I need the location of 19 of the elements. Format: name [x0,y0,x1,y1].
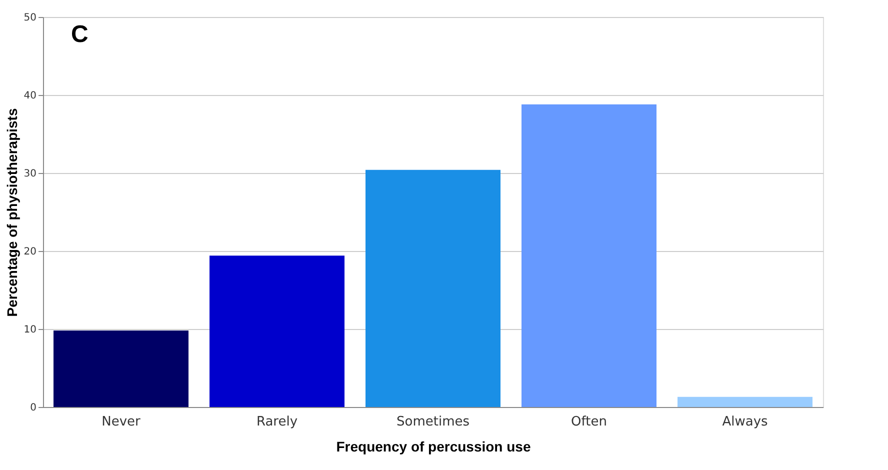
y-tick-label: 40 [24,90,36,102]
bar [678,396,812,407]
y-tick-label: 20 [24,246,36,258]
bar [210,256,344,407]
x-tick-label: Sometimes [396,414,470,430]
y-tick-label: 10 [24,324,36,336]
bar [366,170,500,407]
y-tick-label: 30 [24,168,36,180]
x-tick-label: Always [722,414,768,430]
y-tick-label: 50 [24,12,36,24]
x-tick-label: Rarely [256,414,298,430]
x-tick-label: Never [102,414,142,430]
y-tick-label: 0 [30,402,36,414]
bar [54,330,188,407]
bar [522,104,656,407]
x-tick-label: Often [571,414,607,430]
y-axis-title: Percentage of physiotherapists [4,108,20,317]
annotation: C [71,21,88,48]
x-axis-title: Frequency of percussion use [336,438,531,454]
